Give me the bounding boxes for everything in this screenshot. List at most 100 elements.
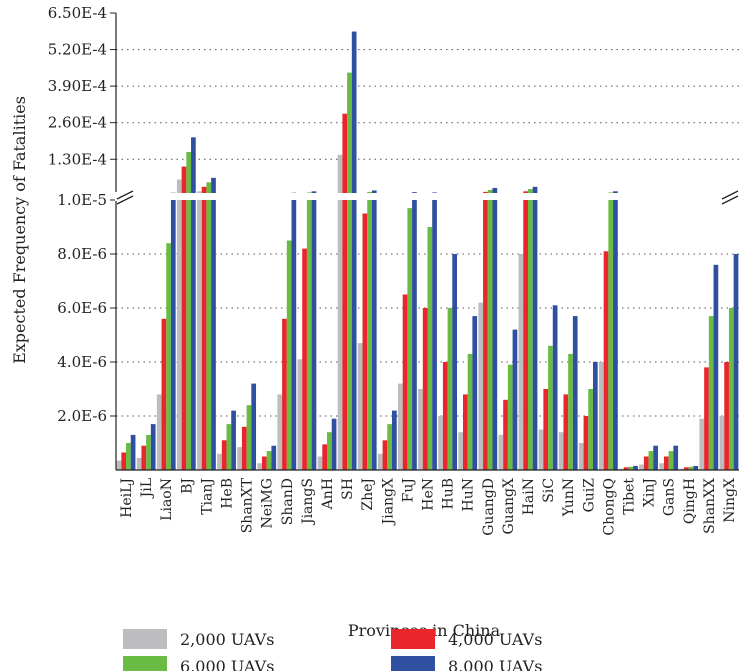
y-tick-label: 4.0E-6 bbox=[57, 353, 107, 371]
x-tick-label: ShanD bbox=[280, 478, 296, 525]
bar bbox=[462, 394, 468, 470]
x-tick-label: JiL bbox=[139, 478, 155, 499]
axes bbox=[110, 12, 739, 471]
bar bbox=[688, 466, 694, 470]
bar bbox=[538, 429, 544, 470]
bar bbox=[217, 453, 222, 470]
x-tick-label: GuangD bbox=[481, 478, 497, 536]
bar bbox=[483, 200, 488, 470]
bar bbox=[663, 456, 669, 470]
y-tick-label: 3.90E-4 bbox=[48, 77, 107, 95]
bar bbox=[733, 254, 739, 470]
bar bbox=[603, 251, 609, 470]
bar bbox=[186, 200, 192, 470]
bar-upper bbox=[523, 191, 528, 193]
y-tick-label: 1.0E-5 bbox=[57, 191, 107, 209]
x-tick-label: HeB bbox=[220, 478, 236, 509]
axis-break-mark bbox=[116, 190, 134, 200]
bar bbox=[563, 394, 569, 470]
bar bbox=[572, 316, 578, 470]
bar bbox=[266, 451, 272, 470]
bar bbox=[136, 457, 142, 470]
legend-swatch bbox=[123, 629, 167, 649]
bar bbox=[357, 343, 363, 470]
bar bbox=[367, 200, 372, 470]
bar bbox=[191, 200, 196, 470]
bar bbox=[719, 416, 725, 470]
bar bbox=[141, 445, 147, 470]
x-tick-label: HeN bbox=[421, 478, 437, 511]
upper-gridlines bbox=[116, 49, 739, 160]
bar bbox=[543, 389, 549, 470]
legend-swatch bbox=[391, 656, 435, 671]
bar bbox=[371, 200, 377, 470]
legend-label: 2,000 UAVs bbox=[180, 630, 274, 649]
bar bbox=[527, 200, 533, 470]
y-tick-label: 6.50E-4 bbox=[48, 4, 107, 22]
x-tick-label: YunN bbox=[561, 478, 577, 517]
bar bbox=[623, 467, 629, 470]
bar bbox=[231, 410, 236, 470]
bar-upper bbox=[211, 177, 216, 193]
bar bbox=[351, 200, 357, 470]
bar bbox=[291, 200, 297, 470]
bar bbox=[724, 362, 729, 470]
bar bbox=[402, 294, 408, 470]
bar-upper bbox=[342, 113, 348, 193]
bar bbox=[713, 264, 719, 470]
bar-upper bbox=[532, 186, 538, 193]
bar-upper bbox=[613, 191, 618, 193]
bar-upper bbox=[432, 192, 437, 193]
bar bbox=[704, 367, 709, 470]
bar bbox=[699, 418, 705, 470]
bar bbox=[306, 200, 312, 470]
bar-upper bbox=[367, 191, 372, 193]
bar bbox=[503, 399, 508, 470]
bar bbox=[458, 432, 463, 470]
bar bbox=[708, 316, 714, 470]
x-tick-label: LiaoN bbox=[159, 478, 175, 521]
bar-upper bbox=[206, 182, 212, 193]
bar bbox=[492, 200, 498, 470]
bar-upper bbox=[347, 72, 352, 193]
bar bbox=[241, 426, 247, 470]
legend-label: 6,000 UAVs bbox=[180, 657, 274, 671]
bar bbox=[507, 364, 513, 470]
bar bbox=[146, 434, 151, 470]
legend-label: 4,000 UAVs bbox=[448, 630, 542, 649]
bar bbox=[427, 227, 433, 470]
bar bbox=[331, 418, 337, 470]
axis-break-gap bbox=[115, 192, 135, 201]
x-tick-label: NeiMG bbox=[260, 478, 276, 529]
x-tick-label: NingX bbox=[722, 478, 738, 523]
bar bbox=[613, 200, 618, 470]
bar bbox=[311, 200, 317, 470]
bar bbox=[317, 456, 323, 470]
bar bbox=[166, 243, 171, 470]
bar bbox=[532, 200, 538, 470]
bar bbox=[257, 463, 263, 470]
bar-upper bbox=[186, 151, 192, 193]
bar bbox=[418, 389, 423, 470]
bar bbox=[226, 424, 232, 470]
bar bbox=[170, 200, 176, 470]
bar bbox=[286, 240, 292, 470]
bar bbox=[347, 200, 352, 470]
y-axis-title: Expected Frequency of Fatalities bbox=[10, 96, 29, 364]
bar bbox=[206, 200, 212, 470]
bar bbox=[382, 440, 388, 470]
bar bbox=[407, 208, 413, 470]
bar bbox=[558, 432, 564, 470]
bar bbox=[221, 440, 227, 470]
bar bbox=[161, 318, 167, 470]
bar bbox=[181, 200, 187, 470]
legend-swatch bbox=[391, 629, 435, 649]
bar bbox=[327, 432, 332, 470]
bar-upper bbox=[371, 190, 377, 193]
x-tick-label: SH bbox=[340, 478, 356, 500]
bar bbox=[643, 456, 649, 470]
bar bbox=[653, 445, 658, 470]
bar-upper bbox=[527, 189, 533, 193]
x-tick-label: BJ bbox=[179, 478, 195, 494]
x-tick-label: ZheJ bbox=[360, 478, 376, 511]
